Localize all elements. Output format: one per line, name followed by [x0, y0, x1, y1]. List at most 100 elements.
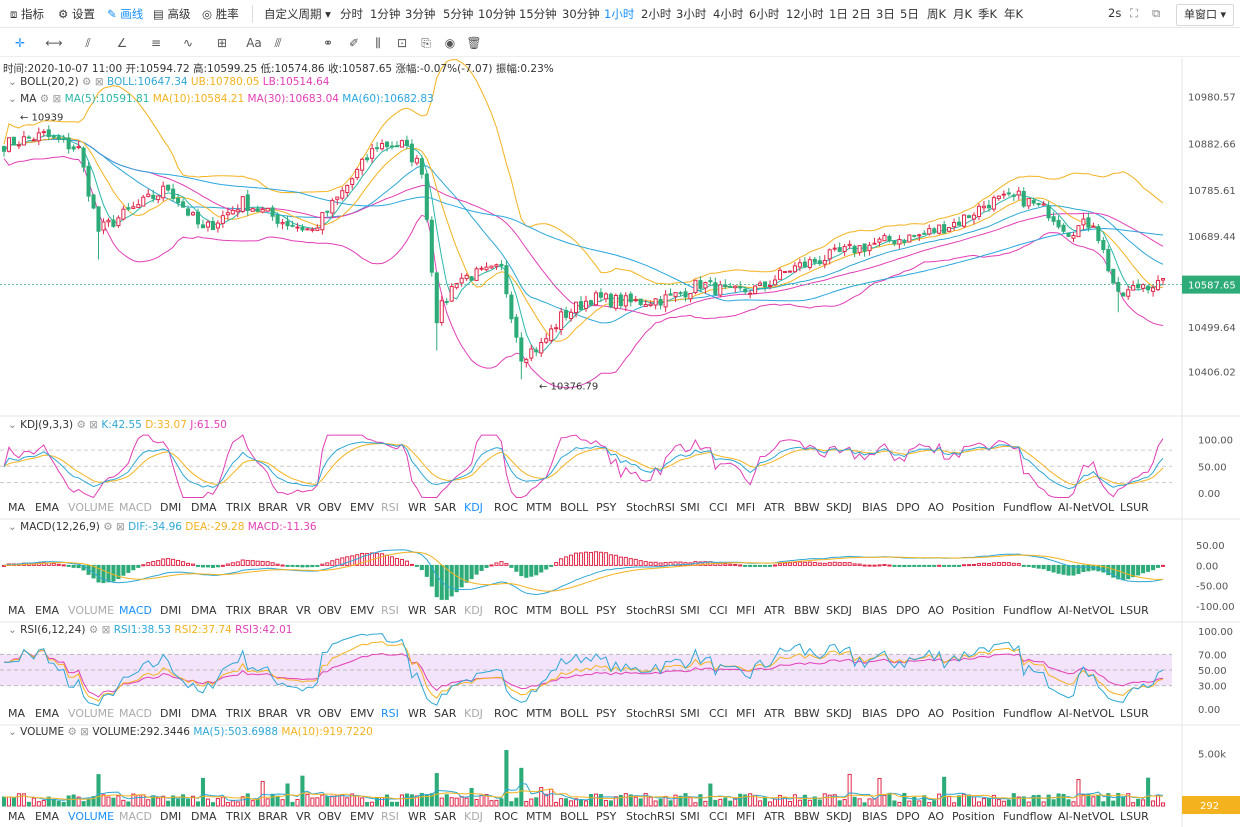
- volume-bar: [564, 798, 569, 807]
- period-18[interactable]: 月K: [953, 7, 973, 21]
- candle-body: [305, 228, 310, 231]
- collapse-chevron-icon[interactable]: ⌄: [8, 521, 21, 533]
- collapse-chevron-icon[interactable]: ⌄: [8, 93, 21, 105]
- gear-icon[interactable]: ⚙: [88, 624, 102, 636]
- fullscreen-icon[interactable]: ⛶: [1130, 6, 1139, 20]
- period-20[interactable]: 年K: [1004, 7, 1024, 21]
- tab-ao: AO: [928, 501, 944, 514]
- period-4[interactable]: 10分钟: [478, 7, 516, 21]
- macd-bar: [81, 564, 86, 571]
- candle-body: [200, 224, 206, 229]
- candle-body: [121, 208, 126, 220]
- horizontal-line-icon[interactable]: ⟷: [45, 36, 63, 50]
- collapse-chevron-icon[interactable]: ⌄: [8, 419, 21, 431]
- close-icon[interactable]: ⊠: [101, 624, 114, 636]
- candle-body: [544, 338, 549, 343]
- gear-icon[interactable]: ⚙: [76, 419, 90, 431]
- period-5[interactable]: 15分钟: [519, 7, 557, 21]
- macd-bar: [564, 556, 569, 566]
- macd-bar: [1021, 564, 1026, 567]
- advanced-button[interactable]: ▤ 高级: [153, 7, 191, 21]
- link-icon[interactable]: ⚭: [322, 36, 334, 50]
- window-mode-button[interactable]: 单窗口 ▾: [1176, 4, 1234, 26]
- macd-bar: [782, 562, 788, 566]
- volume-bar: [41, 800, 46, 807]
- macd-bar: [937, 564, 942, 567]
- candle-body: [315, 227, 320, 231]
- period-17[interactable]: 周K: [927, 7, 947, 21]
- custom-period-dropdown[interactable]: 自定义周期 ▾: [264, 7, 331, 21]
- candles-icon[interactable]: ⫼: [375, 36, 381, 50]
- candle-body: [295, 226, 300, 229]
- tab-skdj: SKDJ: [826, 707, 852, 720]
- indicator-title: RSI(6,12,24): [20, 624, 89, 636]
- period-10[interactable]: 4小时: [713, 7, 744, 21]
- period-11[interactable]: 6小时: [749, 7, 780, 21]
- close-icon[interactable]: ⊠: [94, 76, 107, 88]
- lock-icon[interactable]: ⊡: [396, 36, 408, 50]
- candle-body: [1031, 199, 1036, 204]
- candle-body: [225, 212, 230, 216]
- gear-icon[interactable]: ⚙: [67, 726, 81, 738]
- macd-bar: [723, 563, 728, 566]
- volume-bar: [21, 793, 26, 807]
- wave-icon[interactable]: ∿: [182, 36, 194, 50]
- refresh-interval[interactable]: 2s: [1108, 6, 1122, 20]
- period-15[interactable]: 3日: [876, 7, 895, 21]
- candle-body: [797, 262, 802, 268]
- gear-icon[interactable]: ⚙: [82, 76, 95, 88]
- volume-bar: [892, 800, 897, 807]
- candle-body: [76, 146, 81, 149]
- candle-body: [703, 282, 708, 289]
- candle-body: [857, 245, 862, 254]
- crosshair-icon[interactable]: ✛: [14, 36, 26, 50]
- grid-icon[interactable]: ⊞: [216, 36, 228, 50]
- period-3[interactable]: 5分钟: [443, 7, 474, 21]
- macd-bar: [613, 554, 618, 566]
- indicator-button[interactable]: ⧈ 指标: [10, 7, 44, 21]
- gear-icon[interactable]: ⚙: [103, 521, 116, 533]
- period-2[interactable]: 3分钟: [405, 7, 436, 21]
- fibonacci-icon[interactable]: ⫻: [274, 36, 282, 50]
- trash-icon[interactable]: 🗑: [466, 36, 482, 50]
- candle-body: [852, 245, 857, 254]
- collapse-chevron-icon[interactable]: ⌄: [8, 726, 21, 738]
- period-8[interactable]: 2小时: [641, 7, 672, 21]
- trend-line-icon[interactable]: ⫽: [85, 36, 91, 50]
- chart-canvas[interactable]: 10980.57 10882.66 10785.61 10689.44 10499.64…: [0, 58, 1240, 827]
- period-12[interactable]: 12小时: [786, 7, 824, 21]
- tab-roc: ROC: [494, 707, 518, 720]
- layout-icon[interactable]: ⧉: [1152, 6, 1161, 20]
- candle-body: [265, 207, 270, 212]
- pen-icon[interactable]: ✐: [348, 36, 360, 50]
- period-7[interactable]: 1小时: [604, 7, 635, 21]
- gear-icon[interactable]: ⚙: [39, 93, 53, 105]
- macd-bar: [320, 563, 325, 566]
- period-9[interactable]: 3小时: [676, 7, 707, 21]
- collapse-chevron-icon[interactable]: ⌄: [8, 624, 21, 636]
- win-rate-button[interactable]: ◎ 胜率: [202, 7, 239, 21]
- collapse-chevron-icon[interactable]: ⌄: [8, 76, 21, 88]
- tab-position: Position: [952, 604, 995, 617]
- tab-mfi: MFI: [736, 501, 755, 514]
- close-icon[interactable]: ⊠: [89, 419, 102, 431]
- angle-icon[interactable]: ∠: [116, 36, 128, 50]
- settings-button[interactable]: ⚙ 设置: [58, 7, 95, 21]
- period-13[interactable]: 1日: [829, 7, 848, 21]
- period-14[interactable]: 2日: [852, 7, 871, 21]
- draw-line-button[interactable]: ✎ 画线: [107, 7, 144, 21]
- parallel-lines-icon[interactable]: ≡: [150, 36, 162, 50]
- text-icon[interactable]: Aa: [246, 36, 262, 50]
- close-icon[interactable]: ⊠: [116, 521, 129, 533]
- period-0[interactable]: 分时: [340, 7, 363, 21]
- eye-icon[interactable]: ◉: [444, 36, 456, 50]
- close-icon[interactable]: ⊠: [80, 726, 93, 738]
- volume-bar: [738, 793, 743, 807]
- tab-cci: CCI: [709, 707, 728, 720]
- copy-icon[interactable]: ⎘: [421, 36, 431, 50]
- close-icon[interactable]: ⊠: [52, 93, 65, 105]
- period-19[interactable]: 季K: [978, 7, 998, 21]
- period-6[interactable]: 30分钟: [562, 7, 600, 21]
- period-16[interactable]: 5日: [900, 7, 919, 21]
- period-1[interactable]: 1分钟: [370, 7, 401, 21]
